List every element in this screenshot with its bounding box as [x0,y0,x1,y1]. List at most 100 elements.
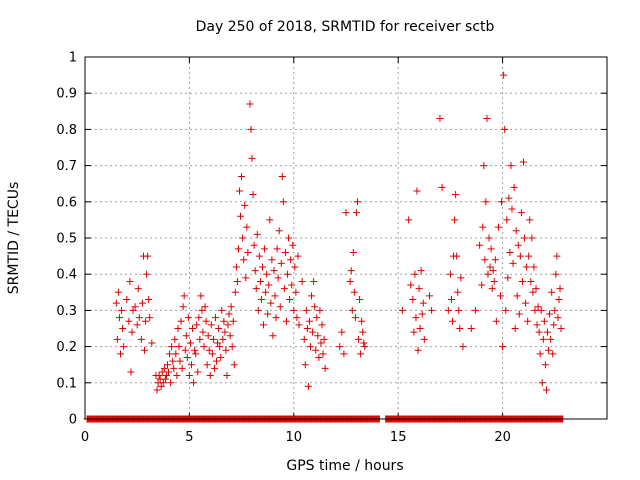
data-point [524,317,532,325]
data-point [294,252,302,260]
data-point [261,245,269,253]
data-point [197,292,205,300]
data-point [192,350,200,358]
data-point [541,361,549,369]
data-point [471,306,479,314]
data-point [410,328,418,336]
data-point [305,317,313,325]
data-point [115,314,123,322]
y-tick-label: 0.9 [56,87,77,102]
data-point [304,382,312,390]
data-point [537,306,545,314]
data-point [273,245,281,253]
data-point [214,339,222,347]
data-point [133,321,141,329]
data-point [249,191,257,199]
data-point [169,357,177,365]
data-point [317,339,325,347]
data-point [222,346,230,354]
data-point [247,125,255,133]
data-point [182,332,190,340]
data-point [411,270,419,278]
data-point [175,343,183,351]
data-point [302,306,310,314]
data-points [83,71,567,423]
data-point [340,350,348,358]
data-point [485,234,493,242]
data-point [200,343,208,351]
data-point [195,314,203,322]
data-point [357,350,365,358]
y-tick-label: 0.8 [56,123,77,138]
data-point [438,183,446,191]
y-axis-label: SRMTID / TECUs [6,182,22,295]
data-point [516,252,524,260]
data-point [311,303,319,311]
data-point [336,343,344,351]
data-point [448,317,456,325]
data-point [137,335,145,343]
data-point [553,252,561,260]
data-point [419,299,427,307]
data-point [161,375,169,383]
data-point [241,201,249,209]
data-point [210,364,218,372]
data-point [532,285,540,293]
data-point [199,328,207,336]
data-point [113,335,121,343]
data-point [417,267,425,275]
data-point [270,267,278,275]
chart-title: Day 250 of 2018, SRMTID for receiver sct… [196,19,495,35]
data-point [290,306,298,314]
data-point [444,306,452,314]
data-point [479,223,487,231]
data-point [224,321,232,329]
data-point [498,198,506,206]
data-point [491,256,499,264]
data-point [291,263,299,271]
data-point [539,335,547,343]
data-point [216,343,224,351]
data-point [499,343,507,351]
data-point [131,303,139,311]
data-point [226,332,234,340]
data-point [510,183,518,191]
data-point [414,346,422,354]
data-point [534,303,542,311]
data-point [452,191,460,199]
data-point [454,288,462,296]
data-point [248,154,256,162]
y-tick-labels: 0 0.1 0.2 0.3 0.4 0.5 0.6 0.7 0.8 0.9 1 [56,51,77,428]
x-tick-label: 0 [81,430,89,445]
data-point [497,292,505,300]
data-point [526,216,534,224]
data-point [535,328,543,336]
data-point [342,209,350,217]
data-point [405,216,413,224]
data-point [525,252,533,260]
data-point [229,317,237,325]
data-point [263,270,271,278]
data-point [316,306,324,314]
data-point [128,328,136,336]
y-tick-label: 0.4 [56,268,77,283]
data-point [551,306,559,314]
data-point [191,346,199,354]
data-point [234,245,242,253]
data-point [253,230,261,238]
data-point [338,328,346,336]
data-point [112,299,120,307]
data-point [262,288,270,296]
data-point [232,263,240,271]
data-point [358,317,366,325]
data-point [555,296,563,304]
data-point [219,335,227,343]
data-point [174,325,182,332]
data-point [118,306,126,314]
data-point [205,346,213,354]
data-point [170,364,178,372]
data-point [244,248,252,256]
data-point [217,353,225,361]
data-point [489,267,497,275]
